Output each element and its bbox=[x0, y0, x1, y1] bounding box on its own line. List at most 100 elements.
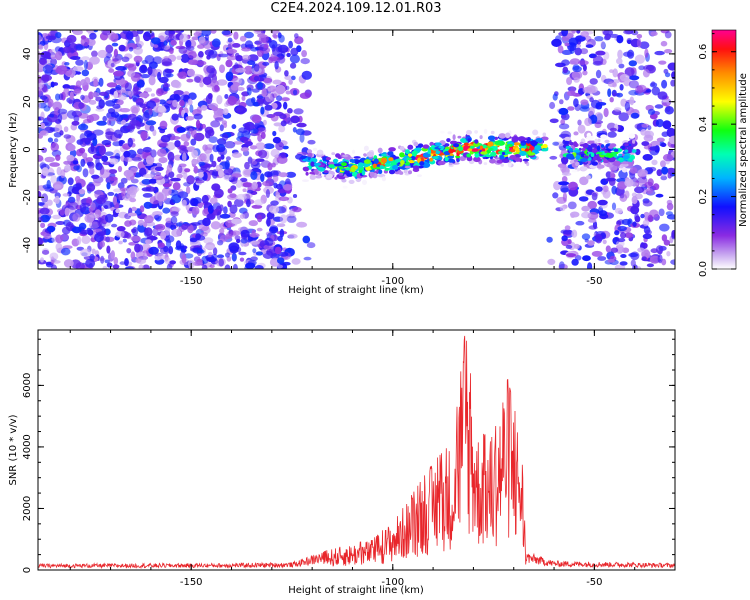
snr-y-tick-label: 4000 bbox=[22, 434, 33, 459]
heatmap-noise-cell bbox=[274, 60, 279, 70]
heatmap-noise-cell bbox=[188, 92, 197, 100]
heatmap-noise-cell bbox=[612, 68, 618, 78]
heatmap-signal-cell bbox=[341, 178, 347, 183]
heatmap-noise-cell bbox=[614, 207, 623, 214]
heatmap-signal-cell bbox=[587, 146, 593, 152]
heatmap-noise-cell bbox=[186, 45, 195, 51]
heatmap-noise-cell bbox=[666, 251, 671, 257]
heatmap-noise-cell bbox=[181, 223, 189, 230]
heatmap-noise-cell bbox=[109, 176, 118, 181]
heatmap-noise-cell bbox=[628, 75, 640, 81]
heatmap-noise-cell bbox=[163, 40, 168, 46]
heatmap-noise-cell bbox=[573, 77, 580, 83]
heatmap-noise-cell bbox=[120, 177, 128, 184]
heatmap-noise-cell bbox=[130, 167, 138, 174]
heatmap-signal-cell bbox=[466, 156, 473, 162]
heatmap-signal-cell bbox=[449, 153, 454, 156]
heatmap-noise-cell bbox=[86, 183, 96, 192]
heatmap-noise-cell bbox=[265, 189, 270, 198]
heatmap-noise-cell bbox=[270, 30, 280, 35]
heatmap-noise-cell bbox=[280, 120, 287, 127]
heatmap-noise-cell bbox=[72, 66, 84, 72]
heatmap-signal-cell bbox=[404, 162, 410, 166]
heatmap-noise-cell bbox=[224, 264, 231, 269]
heatmap-noise-cell bbox=[42, 184, 52, 190]
heatmap-noise-cell bbox=[219, 64, 225, 73]
heatmap-noise-cell bbox=[93, 30, 98, 33]
heatmap-noise-cell bbox=[145, 239, 152, 245]
heatmap-noise-cell bbox=[170, 177, 181, 182]
heatmap-noise-cell bbox=[89, 167, 95, 175]
heatmap-signal-cell bbox=[505, 132, 511, 139]
heatmap-noise-cell bbox=[122, 30, 130, 35]
heatmap-noise-cell bbox=[641, 123, 650, 128]
heatmap-noise-cell bbox=[52, 101, 63, 111]
heatmap-noise-cell bbox=[113, 70, 124, 77]
heatmap-noise-cell bbox=[50, 174, 57, 184]
heatmap-noise-cell bbox=[170, 79, 181, 88]
heatmap-noise-cell bbox=[175, 222, 183, 227]
heatmap-noise-cell bbox=[658, 208, 665, 217]
heatmap-noise-cell bbox=[589, 78, 598, 85]
heatmap-noise-cell bbox=[270, 102, 278, 110]
heatmap-noise-cell bbox=[38, 237, 43, 246]
heatmap-noise-cell bbox=[40, 222, 46, 228]
heatmap-noise-cell bbox=[166, 263, 173, 269]
heatmap-signal-cell bbox=[458, 146, 464, 152]
heatmap-noise-cell bbox=[241, 233, 248, 240]
heatmap-noise-cell bbox=[49, 49, 57, 58]
heatmap-noise-cell bbox=[38, 86, 41, 96]
heatmap-noise-cell bbox=[637, 247, 645, 253]
heatmap-signal-cell bbox=[564, 136, 571, 142]
heatmap-noise-cell bbox=[562, 229, 574, 235]
heatmap-signal-cell bbox=[490, 130, 495, 135]
heatmap-cells bbox=[38, 30, 675, 269]
heatmap-noise-cell bbox=[270, 149, 280, 158]
heatmap-noise-cell bbox=[624, 232, 634, 239]
heatmap-noise-cell bbox=[190, 50, 197, 57]
heatmap-signal-cell bbox=[348, 179, 355, 184]
heatmap-noise-cell bbox=[223, 168, 234, 176]
heatmap-signal-cell bbox=[604, 139, 610, 144]
heatmap-noise-cell bbox=[647, 108, 656, 115]
heatmap-signal-cell bbox=[507, 161, 512, 168]
heatmap-noise-cell bbox=[552, 93, 558, 101]
heatmap-signal-cell bbox=[466, 130, 472, 135]
heatmap-signal-cell bbox=[596, 145, 601, 151]
heatmap-noise-cell bbox=[181, 253, 187, 264]
heatmap-noise-cell bbox=[279, 214, 288, 224]
heatmap-noise-cell bbox=[579, 176, 589, 186]
heatmap-noise-cell bbox=[112, 196, 117, 205]
heatmap-noise-cell bbox=[173, 93, 180, 101]
heatmap-signal-cell bbox=[627, 163, 632, 167]
heatmap-noise-cell bbox=[256, 227, 263, 232]
heatmap-noise-cell bbox=[573, 131, 579, 136]
heatmap-noise-cell bbox=[130, 251, 136, 260]
heatmap-noise-cell bbox=[275, 141, 284, 151]
heatmap-noise-cell bbox=[659, 223, 670, 232]
heatmap-noise-cell bbox=[40, 111, 45, 121]
heatmap-noise-cell bbox=[107, 191, 115, 196]
heatmap-noise-cell bbox=[646, 88, 652, 93]
heatmap-noise-cell bbox=[579, 48, 589, 55]
heatmap-noise-cell bbox=[584, 117, 592, 127]
heatmap-signal-cell bbox=[479, 145, 483, 150]
heatmap-noise-cell bbox=[272, 130, 277, 137]
heatmap-noise-cell bbox=[283, 101, 288, 110]
heatmap-noise-cell bbox=[157, 105, 166, 113]
heatmap-signal-cell bbox=[620, 158, 624, 163]
heatmap-noise-cell bbox=[558, 181, 570, 186]
heatmap-noise-cell bbox=[259, 32, 266, 38]
heatmap-noise-cell bbox=[219, 213, 231, 219]
heatmap-noise-cell bbox=[227, 200, 232, 208]
heatmap-noise-cell bbox=[286, 215, 297, 223]
heatmap-noise-cell bbox=[201, 194, 209, 204]
heatmap-noise-cell bbox=[280, 152, 286, 158]
heatmap-noise-cell bbox=[131, 206, 137, 212]
heatmap-signal-cell bbox=[514, 157, 521, 162]
heatmap-noise-cell bbox=[134, 243, 141, 253]
heatmap-signal-cell bbox=[529, 145, 535, 151]
heatmap-noise-cell bbox=[124, 232, 131, 239]
snr-axes: -150 -100 -50 0 2000 4000 6000 bbox=[22, 330, 676, 588]
heatmap-noise-cell bbox=[183, 182, 191, 187]
